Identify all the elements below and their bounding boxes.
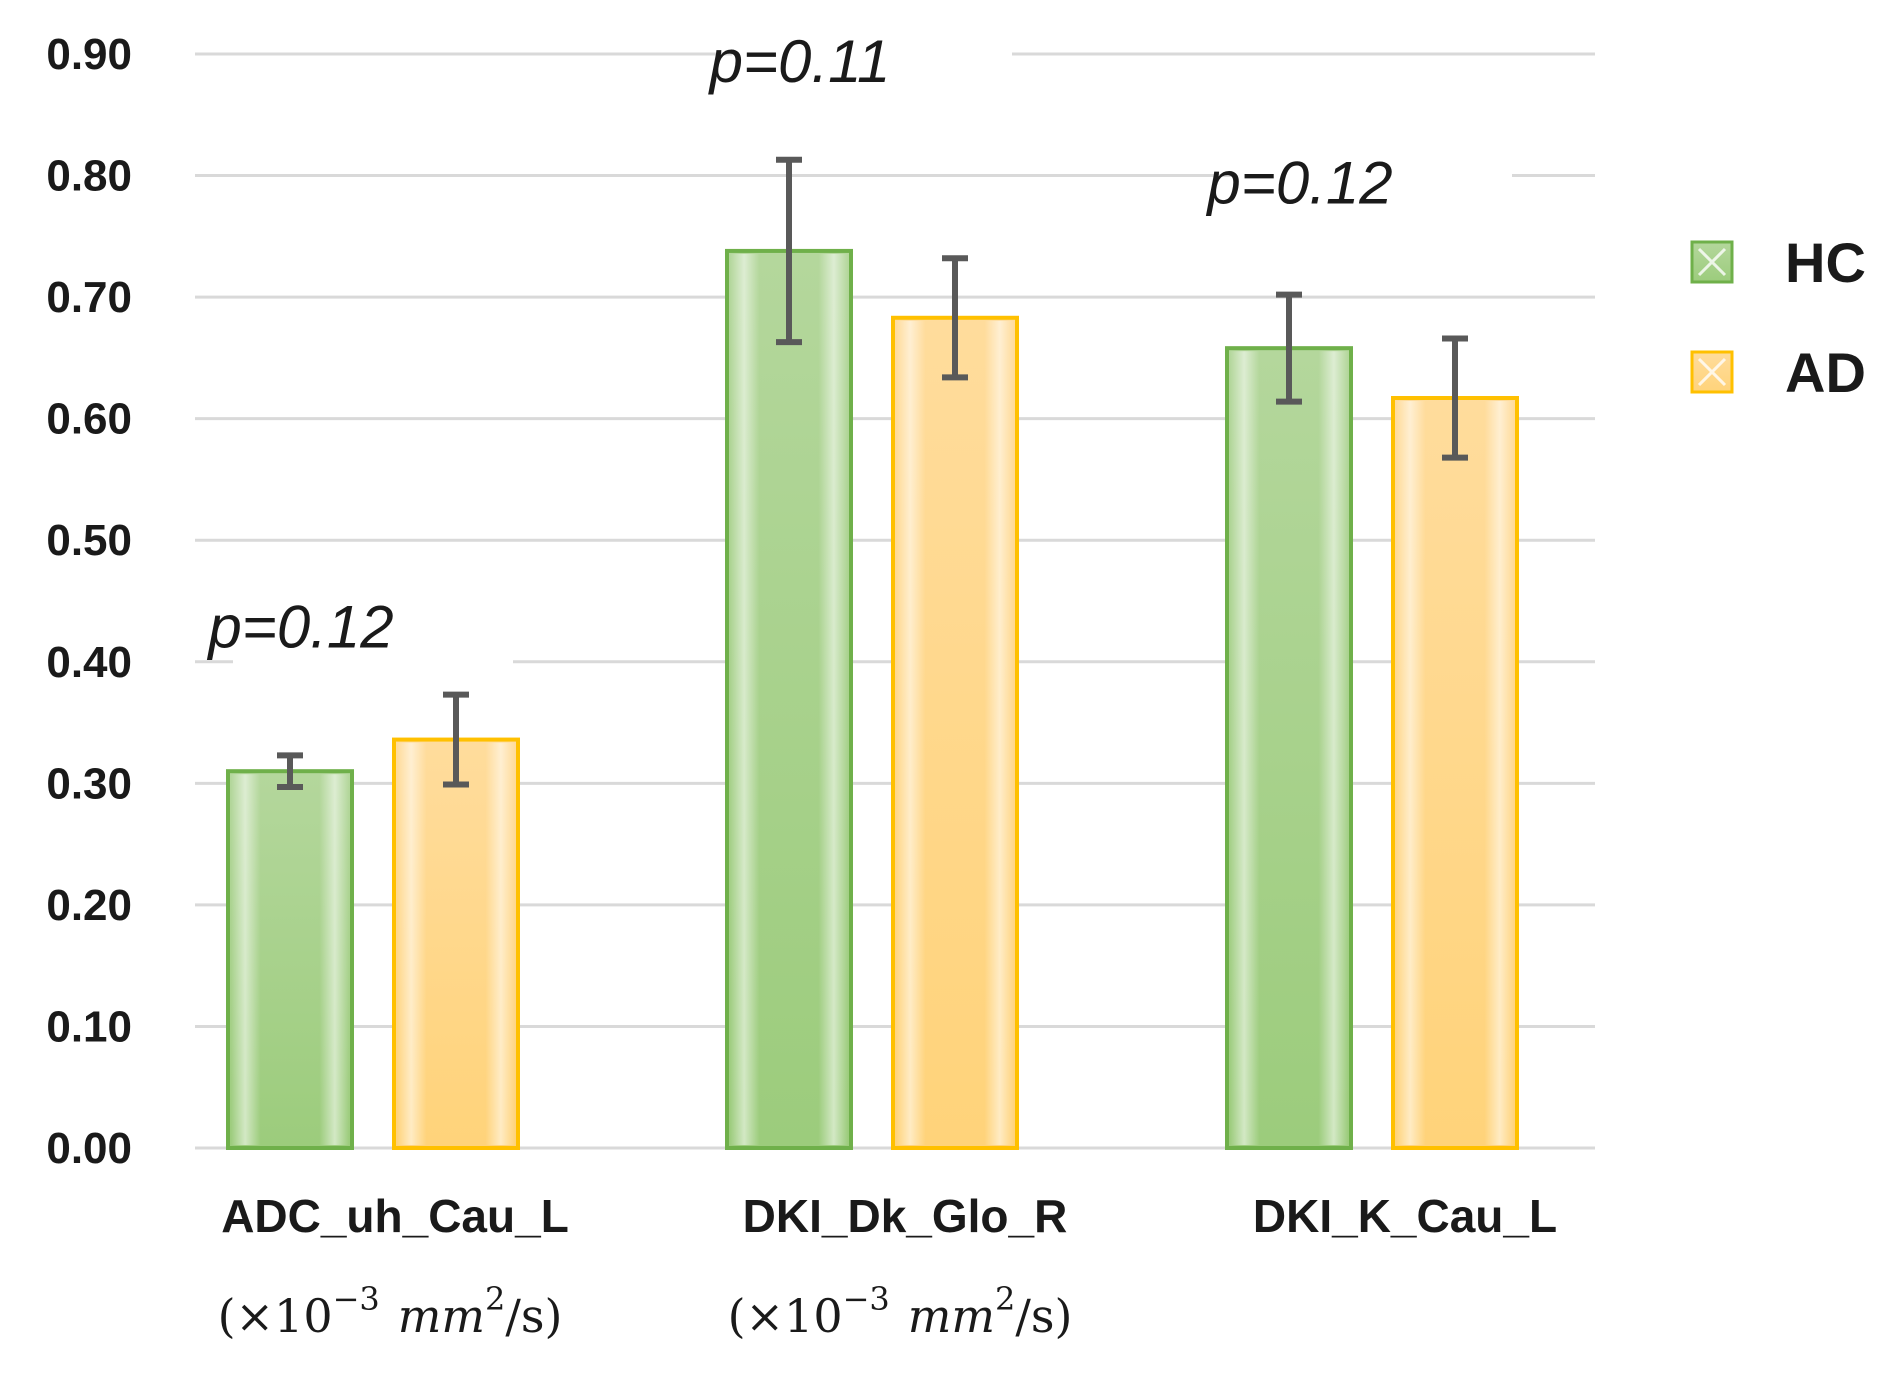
- bars: [226, 248, 1519, 1151]
- legend[interactable]: HC AD: [1690, 231, 1866, 404]
- x-unit-label: (×10−3 mm2/s): [218, 1280, 563, 1343]
- x-axis-labels: ADC_uh_Cau_L (×10−3 mm2/s) DKI_Dk_Glo_R (×10…: [218, 1190, 1558, 1343]
- legend-swatch-highlight: [1697, 247, 1727, 277]
- y-tick-label: 0.60: [46, 395, 132, 444]
- bar-highlight: [231, 774, 349, 1145]
- bar-highlight: [397, 742, 515, 1145]
- bar-highlight: [1396, 401, 1514, 1146]
- p-value-label: p=0.12: [1205, 150, 1392, 217]
- legend-item-ad[interactable]: AD: [1690, 341, 1866, 404]
- bar-highlight: [896, 320, 1014, 1146]
- legend-item-hc[interactable]: HC: [1690, 231, 1866, 294]
- y-tick-label: 0.90: [46, 30, 132, 79]
- p-value-label: p=0.11: [708, 28, 891, 95]
- y-tick-label: 0.40: [46, 638, 132, 687]
- x-category-label: ADC_uh_Cau_L: [221, 1190, 569, 1242]
- y-tick-label: 0.70: [46, 273, 132, 322]
- bar-highlight: [730, 253, 848, 1146]
- error-bars: [277, 156, 1468, 790]
- x-unit-label: (×10−3 mm2/s): [728, 1280, 1073, 1343]
- p-value-label: p=0.12: [206, 593, 393, 660]
- p-value-annotations: p=0.12 p=0.11 p=0.12: [206, 28, 1392, 660]
- y-axis-ticks: 0.00 0.10 0.20 0.30 0.40 0.50 0.60 0.70 0.80 0.90: [46, 30, 132, 1173]
- legend-swatch-highlight: [1697, 357, 1727, 387]
- x-category-label: DKI_Dk_Glo_R: [743, 1190, 1068, 1242]
- x-category-label: DKI_K_Cau_L: [1253, 1190, 1557, 1242]
- y-tick-label: 0.00: [46, 1124, 132, 1173]
- y-tick-label: 0.30: [46, 759, 132, 808]
- legend-swatch-hc: [1690, 240, 1734, 284]
- y-tick-label: 0.80: [46, 152, 132, 201]
- legend-label: HC: [1785, 231, 1866, 294]
- y-tick-label: 0.50: [46, 516, 132, 565]
- bar-highlight: [1230, 351, 1348, 1146]
- y-tick-label: 0.10: [46, 1002, 132, 1051]
- y-tick-label: 0.20: [46, 881, 132, 930]
- legend-label: AD: [1785, 341, 1866, 404]
